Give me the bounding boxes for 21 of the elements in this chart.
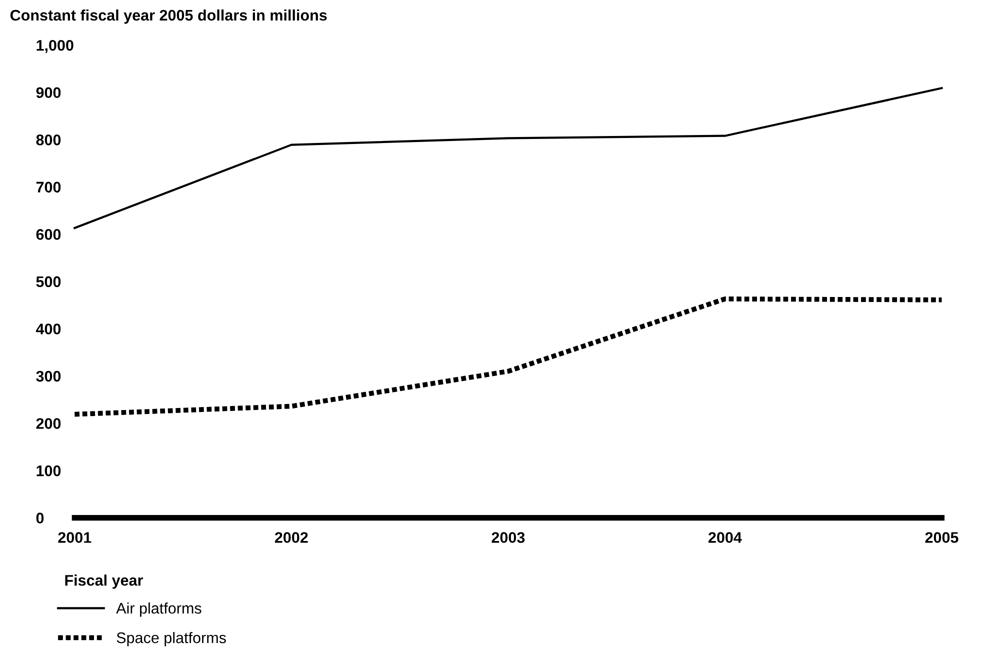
x-tick-label: 2002 <box>274 532 308 543</box>
y-tick-label: 300 <box>36 370 61 382</box>
y-tick-label: 800 <box>36 134 61 146</box>
y-tick-label: 600 <box>36 229 61 240</box>
y-tick-label: 1,000 <box>36 40 74 53</box>
y-tick-label: 400 <box>36 324 61 334</box>
y-tick-label: 100 <box>36 465 61 476</box>
y-axis-title: Constant fiscal year 2005 dollars in millions <box>10 9 327 24</box>
legend-label: Space platforms <box>116 632 226 646</box>
legend-label: Air platforms <box>116 602 202 617</box>
y-tick-label: 700 <box>36 182 61 193</box>
x-tick-label: 2003 <box>492 532 525 543</box>
y-tick-label: 900 <box>36 87 61 98</box>
x-tick-label: 2001 <box>58 532 92 543</box>
y-tick-label: 500 <box>36 276 61 288</box>
y-tick-label: 0 <box>36 512 44 524</box>
x-axis-title: Fiscal year <box>65 574 143 589</box>
y-tick-label: 200 <box>36 418 61 429</box>
x-tick-label: 2005 <box>925 532 958 543</box>
line-series <box>74 87 943 230</box>
x-tick-label: 2004 <box>708 532 742 543</box>
